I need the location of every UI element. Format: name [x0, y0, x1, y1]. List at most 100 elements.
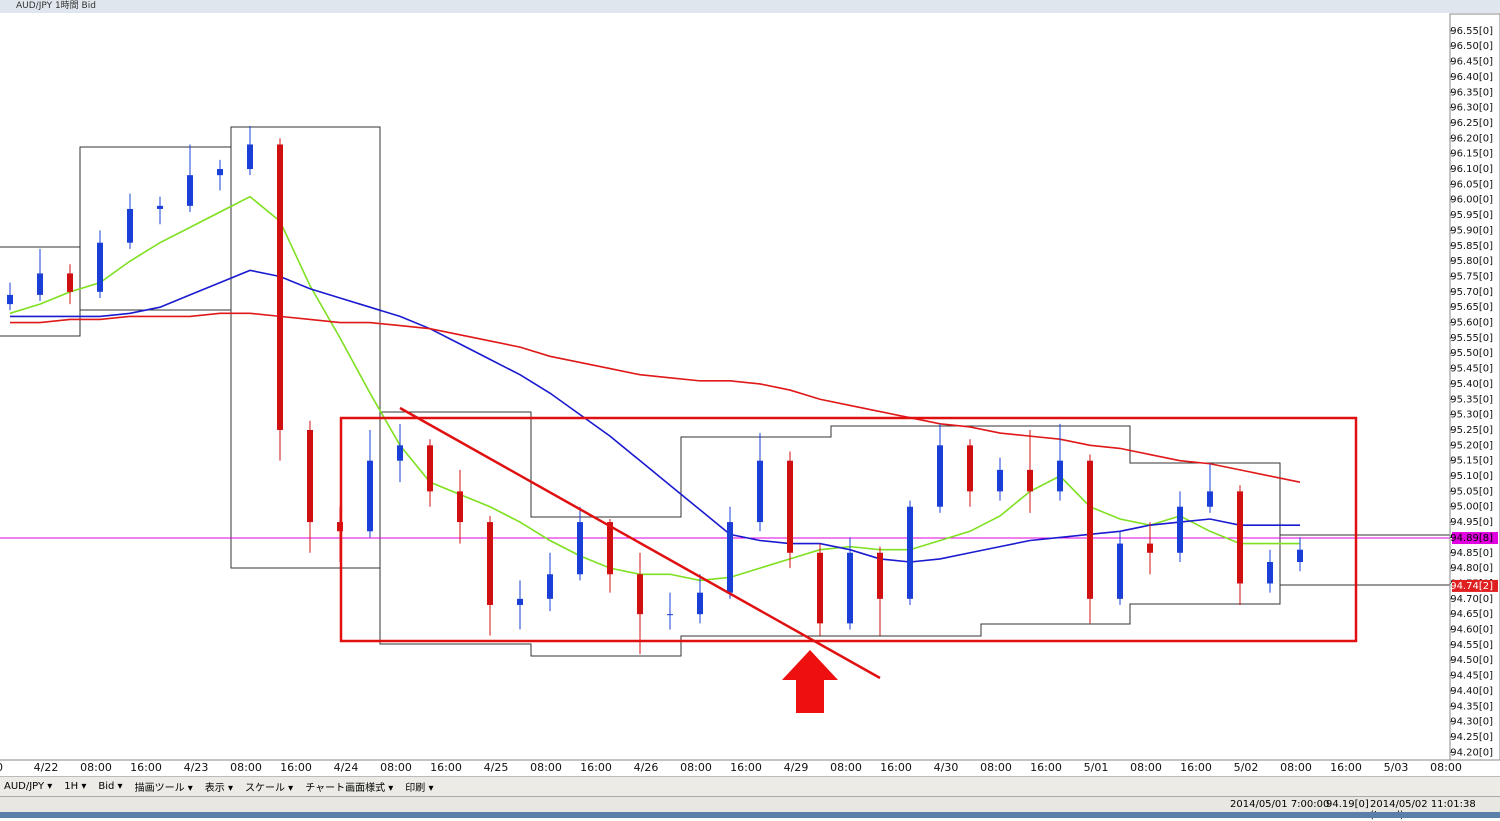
- moving-average: [9, 195, 1300, 582]
- candle-body: [37, 273, 43, 295]
- y-tick-label: 94.60[0]: [1450, 625, 1493, 636]
- y-tick-label: 94.50[0]: [1450, 655, 1493, 666]
- box: [230, 126, 381, 569]
- y-tick-label: 95.00[0]: [1450, 502, 1493, 513]
- trend-line: [399, 406, 881, 680]
- toolbar-button[interactable]: AUD/JPY ▾: [4, 781, 53, 792]
- candle-body: [1207, 491, 1213, 507]
- y-tick-label: 95.30[0]: [1450, 410, 1493, 421]
- y-tick-label: 96.55[0]: [1450, 26, 1493, 37]
- y-tick-label: 94.95[0]: [1450, 517, 1493, 528]
- x-tick-label: 16:00: [1180, 761, 1212, 774]
- candle-body: [127, 208, 133, 243]
- candle-body: [517, 598, 523, 605]
- x-tick-label: 16:00: [1030, 761, 1062, 774]
- y-tick-label: 95.95[0]: [1450, 210, 1493, 221]
- candle-body: [637, 574, 643, 615]
- price-tag-label: 94.89[8]: [1450, 533, 1493, 544]
- x-tick-label: 4/26: [634, 761, 659, 774]
- candle-body: [937, 445, 943, 507]
- toolbar-button[interactable]: チャート画面様式 ▾: [305, 783, 394, 794]
- x-tick-label: 16:00: [280, 761, 312, 774]
- x-tick-label: 5/02: [1234, 761, 1259, 774]
- candle-body: [607, 522, 613, 575]
- candle-body: [547, 574, 553, 599]
- x-tick-label: 08:00: [680, 761, 712, 774]
- candle-body: [727, 522, 733, 593]
- candle-body: [1177, 506, 1183, 553]
- y-tick-label: 94.40[0]: [1450, 686, 1493, 697]
- price-tag-label: 94.74[2]: [1450, 581, 1493, 592]
- y-tick-label: 94.55[0]: [1450, 640, 1493, 651]
- toolbar-button[interactable]: 1H ▾: [64, 781, 87, 792]
- status-bar: 2014/05/01 7:00:00 94.19[0] 2014/05/02 1…: [0, 796, 1500, 821]
- up-arrow: [782, 650, 838, 713]
- candle-body: [907, 506, 913, 599]
- y-tick-label: 96.40[0]: [1450, 72, 1493, 83]
- candle-body: [817, 552, 823, 624]
- x-tick-label: 08:00: [980, 761, 1012, 774]
- toolbar-button[interactable]: 印刷 ▾: [405, 783, 434, 794]
- candle-body: [217, 169, 223, 176]
- candle-body: [1147, 543, 1153, 553]
- x-tick-label: 16:00: [1330, 761, 1362, 774]
- candle-body: [967, 445, 973, 492]
- y-tick-label: 95.90[0]: [1450, 225, 1493, 236]
- candle-body: [847, 552, 853, 624]
- toolbar-button[interactable]: スケール ▾: [244, 783, 294, 794]
- y-tick-label: 95.20[0]: [1450, 440, 1493, 451]
- x-tick-label: 08:00: [80, 761, 112, 774]
- candle-body: [457, 491, 463, 523]
- x-tick-label: 08:00: [530, 761, 562, 774]
- x-tick-label: 08:00: [230, 761, 262, 774]
- candle-body: [667, 614, 673, 616]
- y-tick-label: 95.80[0]: [1450, 256, 1493, 267]
- price-axis: [1449, 13, 1500, 761]
- window-title: AUD/JPY 1時間 Bid: [16, 1, 96, 11]
- toolbar-button[interactable]: Bid ▾: [98, 781, 123, 792]
- y-tick-label: 94.35[0]: [1450, 701, 1493, 712]
- box: [379, 411, 1281, 657]
- x-tick-label: 00: [0, 761, 3, 774]
- y-tick-label: 95.10[0]: [1450, 471, 1493, 482]
- candle-body: [787, 460, 793, 553]
- y-tick-label: 95.60[0]: [1450, 318, 1493, 329]
- y-tick-label: 96.20[0]: [1450, 133, 1493, 144]
- y-tick-label: 96.00[0]: [1450, 195, 1493, 206]
- candle-body: [1297, 549, 1303, 562]
- y-tick-label: 94.20[0]: [1450, 747, 1493, 758]
- toolbar: AUD/JPY ▾ 1H ▾ Bid ▾ 描画ツール ▾ 表示 ▾ スケール ▾ チャート画…: [0, 776, 1500, 796]
- range-rectangle: [339, 416, 1358, 643]
- x-tick-label: 08:00: [1130, 761, 1162, 774]
- x-tick-label: 4/23: [184, 761, 209, 774]
- candle-body: [187, 175, 193, 206]
- price-tag: [1452, 532, 1498, 545]
- y-tick-label: 94.80[0]: [1450, 563, 1493, 574]
- y-tick-label: 94.25[0]: [1450, 732, 1493, 743]
- y-tick-label: 94.65[0]: [1450, 609, 1493, 620]
- plot-area: [0, 14, 1450, 760]
- candle-body: [1087, 460, 1093, 599]
- x-tick-label: 16:00: [730, 761, 762, 774]
- y-tick-label: 94.30[0]: [1450, 717, 1493, 728]
- x-tick-label: 4/24: [334, 761, 359, 774]
- candle-body: [577, 522, 583, 575]
- x-tick-label: 16:00: [430, 761, 462, 774]
- y-tick-label: 96.25[0]: [1450, 118, 1493, 129]
- y-tick-label: 95.75[0]: [1450, 271, 1493, 282]
- x-tick-label: 16:00: [580, 761, 612, 774]
- status-price: 94.19[0]: [1326, 799, 1369, 810]
- toolbar-button[interactable]: 描画ツール ▾: [134, 783, 193, 794]
- y-tick-label: 95.40[0]: [1450, 379, 1493, 390]
- candle-body: [487, 522, 493, 605]
- y-tick-label: 95.70[0]: [1450, 287, 1493, 298]
- x-tick-label: 5/03: [1384, 761, 1409, 774]
- y-tick-label: 96.05[0]: [1450, 179, 1493, 190]
- y-tick-label: 94.70[0]: [1450, 594, 1493, 605]
- candle-body: [1237, 491, 1243, 584]
- x-tick-label: 4/22: [34, 761, 59, 774]
- toolbar-button[interactable]: 表示 ▾: [204, 783, 233, 794]
- x-tick-label: 4/25: [484, 761, 509, 774]
- candle-body: [697, 592, 703, 615]
